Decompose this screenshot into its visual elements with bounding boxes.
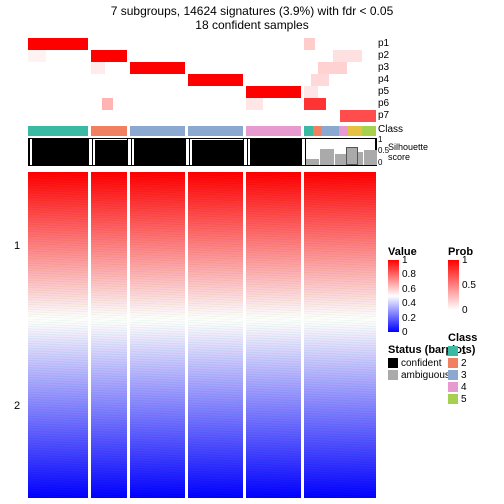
prob-cell [246, 98, 263, 110]
prob-heatmap: p1p2p3p4p5p6p7 [28, 38, 376, 122]
heatmap-column [28, 172, 88, 498]
prob-cell [318, 62, 347, 74]
heatmap-column [91, 172, 127, 498]
class-segment [246, 126, 301, 136]
legend-class-item: 1 [448, 346, 467, 357]
legend-value-tick: 0.4 [402, 298, 416, 309]
prob-cell [28, 38, 88, 50]
legend-prob-tick: 0 [462, 305, 468, 316]
class-segment [348, 126, 362, 136]
legend-prob-gradient [448, 260, 459, 310]
legend-status-item: confident [388, 358, 442, 369]
legend-value-tick: 0.6 [402, 284, 416, 295]
prob-cell [91, 50, 127, 62]
legend-value-tick: 1 [402, 255, 408, 266]
class-segment [130, 126, 185, 136]
class-segment [362, 126, 376, 136]
legend-prob-tick: 1 [462, 255, 468, 266]
prob-cell [311, 74, 329, 86]
legend-value-tick: 0 [402, 327, 408, 338]
legend-class-item: 3 [448, 370, 467, 381]
sil-segment [29, 138, 89, 166]
heatmap-column [188, 172, 243, 498]
sil-segment [305, 138, 377, 166]
legend-prob-title: Prob [448, 246, 473, 258]
legend-class-title: Class [448, 332, 477, 344]
heatmap-column [304, 172, 376, 498]
prob-cell [304, 98, 326, 110]
prob-cell [333, 50, 362, 62]
sil-tick-0: 0 [378, 158, 382, 167]
prob-cell [304, 86, 318, 98]
legend-panel: Value10.80.60.40.20Status (barplots)conf… [388, 0, 504, 504]
prob-cell [130, 62, 185, 74]
main-plot-area: p1p2p3p4p5p6p7 Class Silhouettescore 1 0… [28, 38, 376, 498]
legend-status-item: ambiguous [388, 370, 450, 381]
sil-segment [92, 138, 128, 166]
legend-class-item: 4 [448, 382, 467, 393]
prob-cell [340, 110, 376, 122]
class-segment [91, 126, 127, 136]
sil-segment [131, 138, 186, 166]
legend-class-item: 2 [448, 358, 467, 369]
silhouette-barplot [28, 138, 376, 166]
class-segment [188, 126, 243, 136]
prob-cell [102, 98, 113, 110]
class-segment [313, 126, 322, 136]
prob-cell [91, 62, 105, 74]
legend-class-item: 5 [448, 394, 467, 405]
heatmap-column [130, 172, 185, 498]
class-segment [321, 126, 339, 136]
row-group-2: 2 [14, 400, 20, 412]
class-annotation-bar [28, 126, 376, 136]
legend-value-tick: 0.2 [402, 313, 416, 324]
prob-cell [246, 86, 301, 98]
prob-cell [304, 38, 315, 50]
prob-cell [28, 50, 46, 62]
sil-tick-1: 1 [378, 135, 382, 144]
prob-cell [188, 74, 243, 86]
class-segment [339, 126, 348, 136]
row-group-1: 1 [14, 240, 20, 252]
legend-prob-tick: 0.5 [462, 280, 476, 291]
sil-segment [189, 138, 244, 166]
main-heatmap [28, 172, 376, 498]
sil-segment [247, 138, 302, 166]
heatmap-column [246, 172, 301, 498]
class-segment [28, 126, 88, 136]
class-segment [304, 126, 313, 136]
legend-value-tick: 0.8 [402, 269, 416, 280]
legend-value-gradient [388, 260, 399, 332]
